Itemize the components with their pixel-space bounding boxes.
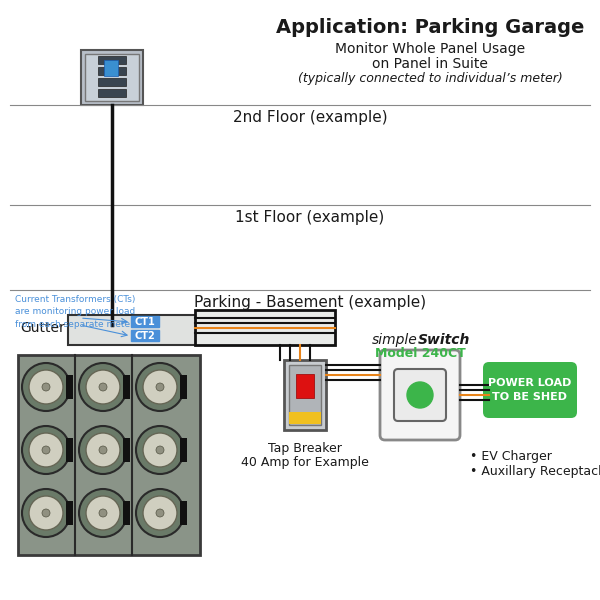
FancyBboxPatch shape xyxy=(131,316,159,327)
Circle shape xyxy=(29,370,63,404)
Text: Current Transformers (CTs)
are monitoring power load
from each separate meter: Current Transformers (CTs) are monitorin… xyxy=(15,295,136,329)
Circle shape xyxy=(42,509,50,517)
Text: • EV Charger: • EV Charger xyxy=(470,450,552,463)
FancyBboxPatch shape xyxy=(98,56,126,64)
Circle shape xyxy=(156,446,164,454)
FancyBboxPatch shape xyxy=(123,501,130,525)
FancyBboxPatch shape xyxy=(289,365,321,425)
Text: Model 240CT: Model 240CT xyxy=(374,347,466,360)
Circle shape xyxy=(22,489,70,537)
FancyBboxPatch shape xyxy=(123,375,130,399)
Circle shape xyxy=(136,489,184,537)
Circle shape xyxy=(79,363,127,411)
Circle shape xyxy=(86,370,120,404)
FancyBboxPatch shape xyxy=(98,89,126,97)
Circle shape xyxy=(86,496,120,530)
Circle shape xyxy=(136,363,184,411)
Circle shape xyxy=(156,383,164,391)
Circle shape xyxy=(29,496,63,530)
Circle shape xyxy=(99,509,107,517)
FancyBboxPatch shape xyxy=(180,375,187,399)
Circle shape xyxy=(99,383,107,391)
Text: on Panel in Suite: on Panel in Suite xyxy=(372,57,488,71)
FancyBboxPatch shape xyxy=(296,374,314,398)
Circle shape xyxy=(99,446,107,454)
Text: Application: Parking Garage: Application: Parking Garage xyxy=(276,18,584,37)
FancyBboxPatch shape xyxy=(284,360,326,430)
Text: Gutter: Gutter xyxy=(20,321,65,335)
FancyBboxPatch shape xyxy=(81,50,143,105)
FancyBboxPatch shape xyxy=(98,67,126,75)
Text: 1st Floor (example): 1st Floor (example) xyxy=(235,210,385,225)
FancyBboxPatch shape xyxy=(131,330,159,341)
Circle shape xyxy=(22,363,70,411)
Text: simple: simple xyxy=(372,333,418,347)
Circle shape xyxy=(143,496,177,530)
FancyBboxPatch shape xyxy=(180,438,187,462)
FancyBboxPatch shape xyxy=(85,54,139,101)
Circle shape xyxy=(29,433,63,467)
FancyBboxPatch shape xyxy=(180,501,187,525)
FancyBboxPatch shape xyxy=(66,375,73,399)
FancyBboxPatch shape xyxy=(483,362,577,418)
FancyBboxPatch shape xyxy=(66,501,73,525)
FancyBboxPatch shape xyxy=(98,78,126,86)
FancyBboxPatch shape xyxy=(68,315,200,345)
Text: CT2: CT2 xyxy=(134,331,155,341)
Circle shape xyxy=(86,433,120,467)
Text: POWER LOAD: POWER LOAD xyxy=(488,378,572,388)
Circle shape xyxy=(136,426,184,474)
Text: Switch: Switch xyxy=(418,333,470,347)
FancyBboxPatch shape xyxy=(104,60,118,76)
FancyBboxPatch shape xyxy=(380,350,460,440)
Text: 40 Amp for Example: 40 Amp for Example xyxy=(241,456,369,469)
Text: Parking - Basement (example): Parking - Basement (example) xyxy=(194,295,426,310)
Circle shape xyxy=(79,489,127,537)
Text: 2nd Floor (example): 2nd Floor (example) xyxy=(233,110,388,125)
Circle shape xyxy=(42,383,50,391)
Circle shape xyxy=(79,426,127,474)
Circle shape xyxy=(156,509,164,517)
Circle shape xyxy=(143,370,177,404)
FancyBboxPatch shape xyxy=(394,369,446,421)
Text: (typically connected to individual’s meter): (typically connected to individual’s met… xyxy=(298,72,562,85)
FancyBboxPatch shape xyxy=(289,412,321,424)
FancyBboxPatch shape xyxy=(195,310,335,345)
Circle shape xyxy=(143,433,177,467)
FancyBboxPatch shape xyxy=(123,438,130,462)
Text: Tap Breaker: Tap Breaker xyxy=(268,442,342,455)
Circle shape xyxy=(22,426,70,474)
Text: Monitor Whole Panel Usage: Monitor Whole Panel Usage xyxy=(335,42,525,56)
Text: CT1: CT1 xyxy=(134,317,155,327)
FancyBboxPatch shape xyxy=(66,438,73,462)
FancyBboxPatch shape xyxy=(18,355,200,555)
Text: TO BE SHED: TO BE SHED xyxy=(493,392,568,402)
Circle shape xyxy=(407,382,433,408)
Text: • Auxillary Receptacle: • Auxillary Receptacle xyxy=(470,465,600,478)
Circle shape xyxy=(42,446,50,454)
